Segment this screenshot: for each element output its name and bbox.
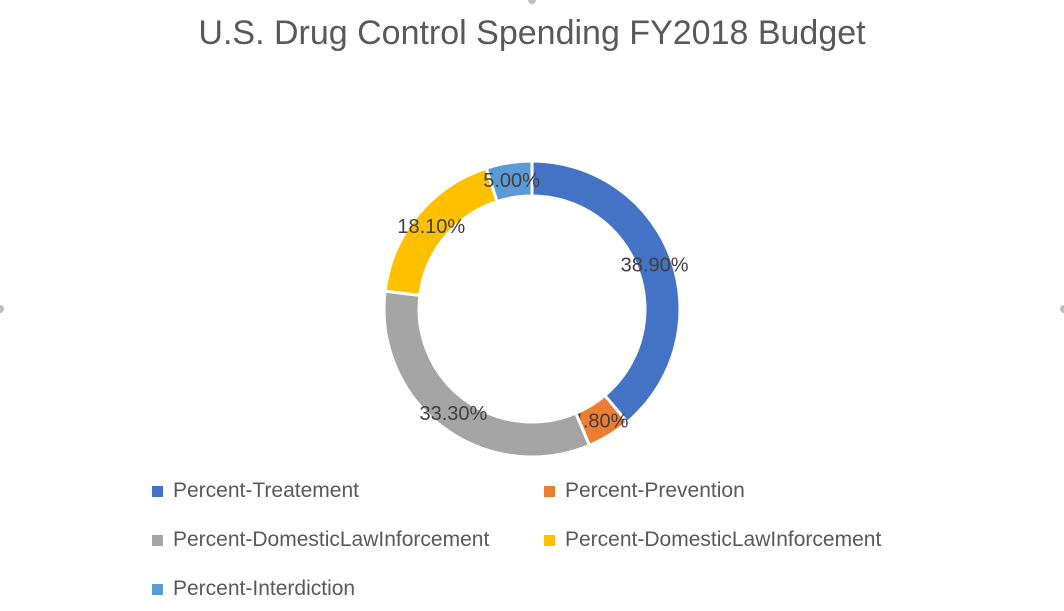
legend-swatch (544, 485, 555, 497)
legend-item-domestic-law-enforcement-1[interactable]: Percent-DomesticLawInforcement (152, 528, 489, 552)
legend-label: Percent-DomesticLawInforcement (565, 528, 882, 551)
data-label-prevention: 4.80% (572, 410, 629, 432)
legend-item-domestic-law-enforcement-2[interactable]: Percent-DomesticLawInforcement (544, 528, 881, 552)
legend-swatch (152, 583, 163, 595)
data-label-interdiction: 5.00% (483, 170, 540, 192)
legend-item-treatment[interactable]: Percent-Treatement (152, 479, 359, 503)
data-label-domestic-law-enforcement-1: 33.30% (419, 403, 487, 425)
slice-domestic-law-enforcement-1[interactable] (382, 289, 592, 459)
data-label-domestic-law-enforcement-2: 18.10% (397, 216, 465, 238)
legend-label: Percent-Prevention (565, 479, 745, 502)
legend-item-interdiction[interactable]: Percent-Interdiction (152, 577, 355, 601)
data-label-treatment: 38.90% (621, 254, 689, 276)
resize-handle-left[interactable] (0, 305, 4, 313)
legend-label: Percent-Interdiction (173, 577, 356, 600)
legend-item-prevention[interactable]: Percent-Prevention (544, 479, 745, 503)
resize-handle-right[interactable] (1060, 305, 1064, 313)
legend-label: Percent-Treatement (173, 479, 359, 502)
legend-swatch (152, 534, 163, 546)
legend-label: Percent-DomesticLawInforcement (173, 528, 490, 551)
legend-swatch (152, 485, 163, 497)
resize-handle-top[interactable] (528, 0, 536, 4)
slice-interdiction[interactable] (484, 159, 534, 204)
legend-swatch (544, 534, 555, 546)
slice-treatment[interactable] (530, 159, 682, 425)
chart-title: U.S. Drug Control Spending FY2018 Budget (198, 14, 866, 52)
